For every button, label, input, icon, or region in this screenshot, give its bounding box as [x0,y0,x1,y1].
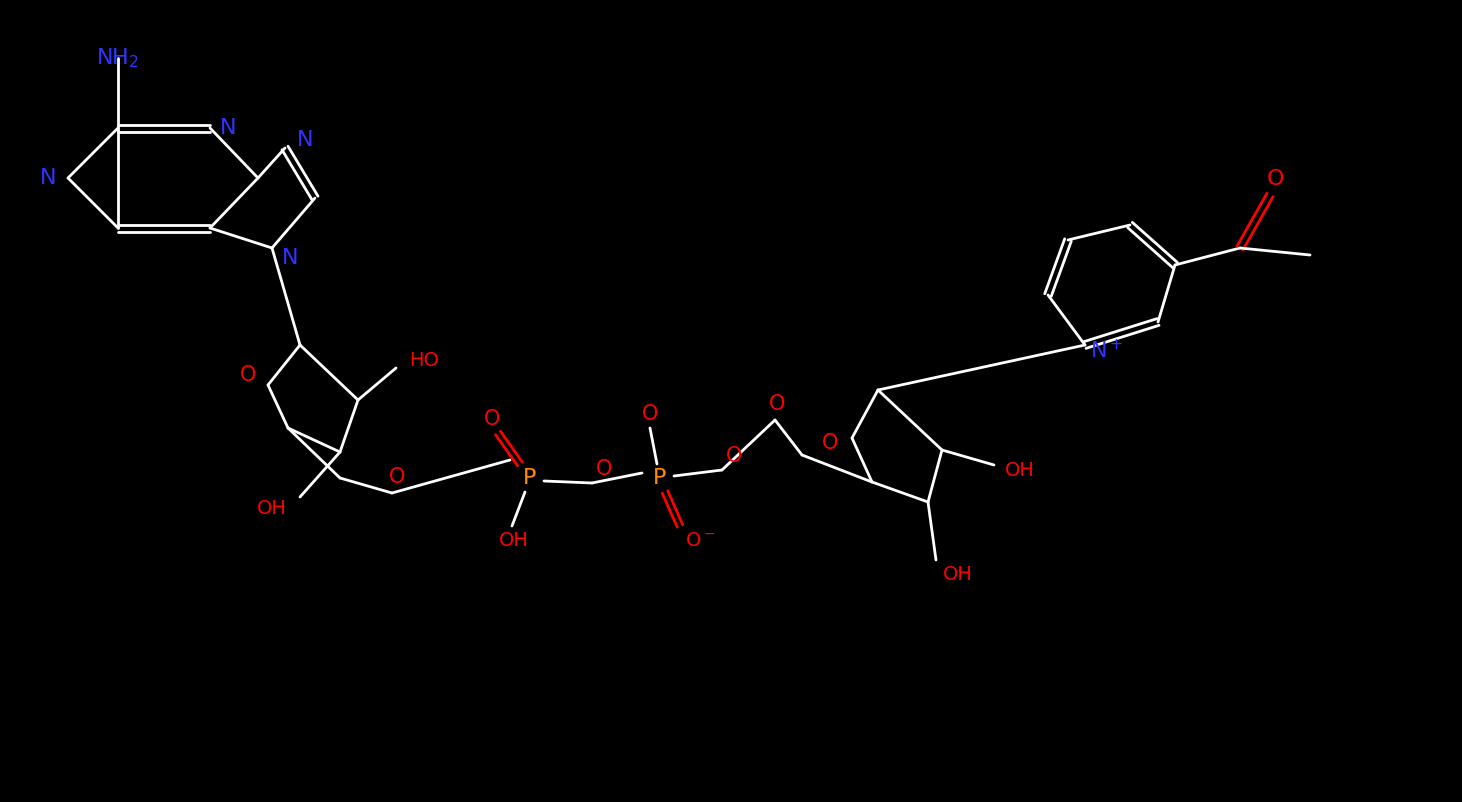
Text: N$^+$: N$^+$ [1091,338,1124,362]
Text: P: P [654,468,667,488]
Text: O: O [1266,169,1284,189]
Text: OH: OH [257,500,287,519]
Text: NH$_2$: NH$_2$ [96,47,139,70]
Text: N: N [297,130,313,150]
Text: HO: HO [409,350,439,370]
Text: N: N [282,248,298,268]
Text: O: O [822,433,838,453]
Text: O: O [725,446,743,466]
Text: O: O [769,394,785,414]
Text: OH: OH [499,532,529,550]
Text: O: O [389,467,405,487]
Text: O: O [642,404,658,424]
Text: OH: OH [943,565,972,584]
Text: O: O [596,459,613,479]
Text: OH: OH [1004,460,1035,480]
Text: O: O [484,409,500,429]
Text: O: O [240,365,256,385]
Text: N: N [39,168,56,188]
Text: P: P [523,468,537,488]
Text: N: N [219,118,237,138]
Text: O$^-$: O$^-$ [684,532,715,550]
